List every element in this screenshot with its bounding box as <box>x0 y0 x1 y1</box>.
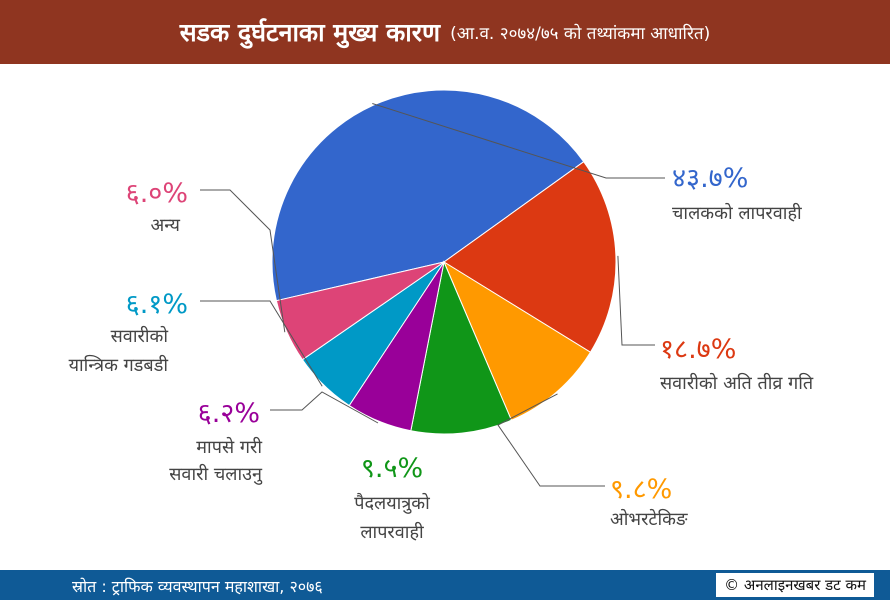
source-text: स्रोत : ट्राफिक व्यवस्थापन महाशाखा, २०७६ <box>72 577 323 596</box>
slice-name-label-3: पैदलयात्रुको लापरवाही <box>354 492 430 543</box>
slice-value-label-5: ६.१% <box>126 289 188 320</box>
pie-chart: ४३.७% चालकको लापरवाही १८.७% सवारीको अति तीव… <box>69 89 814 543</box>
slice-name-label-5: सवारीको यान्त्रिक गडबडी <box>69 325 169 376</box>
slice-value-label-4: ६.२% <box>198 398 260 429</box>
copyright-badge: © अनलाइनखबर डट कम <box>716 573 874 597</box>
slice-name-label-1: सवारीको अति तीव्र गति <box>660 372 814 394</box>
chart-title: सडक दुर्घटनाका मुख्य कारण <box>179 18 441 47</box>
header-bar: सडक दुर्घटनाका मुख्य कारण (आ.व. २०७४/७५ … <box>0 0 890 64</box>
slice-name-label-0: चालकको लापरवाही <box>672 202 802 224</box>
pie-slice-6 <box>275 261 445 361</box>
slice-name-label-4: मापसे गरी सवारी चलाउनु <box>169 436 263 485</box>
leader-line-4 <box>270 391 379 424</box>
pie-slice-2 <box>442 260 592 421</box>
footer-bar: स्रोत : ट्राफिक व्यवस्थापन महाशाखा, २०७६… <box>0 570 890 600</box>
chart-subtitle: (आ.व. २०७४/७५ को तथ्यांकमा आधारित) <box>450 23 711 44</box>
slice-value-label-6: ६.०% <box>126 178 188 209</box>
slice-value-label-0: ४३.७% <box>672 163 748 194</box>
slice-value-label-3: ९.५% <box>361 453 423 484</box>
leader-line-1 <box>617 255 655 346</box>
leader-line-6 <box>200 189 286 333</box>
slice-name-label-2: ओभरटेकिङ <box>610 508 688 530</box>
leader-line-5 <box>200 300 323 387</box>
slice-value-label-1: १८.७% <box>660 334 736 365</box>
slice-value-label-2: ९.८% <box>610 474 672 505</box>
pie-slice-0 <box>271 89 585 302</box>
pie-slice-1 <box>443 160 617 353</box>
slice-name-label-6: अन्य <box>150 215 180 236</box>
leader-line-2 <box>497 393 605 487</box>
leader-line-0 <box>372 103 665 179</box>
